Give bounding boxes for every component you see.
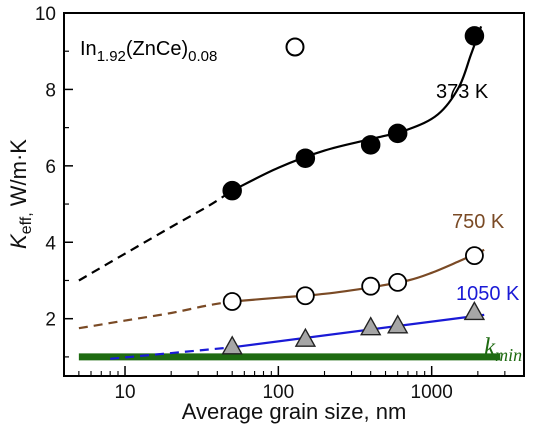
data-point xyxy=(222,180,242,201)
x-tick-label: 100 xyxy=(262,382,294,403)
data-point xyxy=(361,276,381,296)
data-markers xyxy=(221,26,486,355)
y-axis-title: Keff, W/m·K xyxy=(6,139,35,249)
fit-solid-0 xyxy=(231,26,483,192)
series-label-750k: 750 K xyxy=(452,211,505,233)
data-point xyxy=(463,300,486,321)
data-point xyxy=(360,316,382,336)
kmin-label: kmin xyxy=(484,334,522,365)
y-axis: 2 4 6 8 10 xyxy=(35,4,73,358)
plot-frame xyxy=(63,12,525,377)
fit-lines xyxy=(78,26,501,361)
x-axis-title: Average grain size, nm xyxy=(182,399,407,424)
x-axis: 10 100 1000 xyxy=(78,366,506,403)
data-point xyxy=(387,123,408,144)
y-tick-label: 10 xyxy=(35,4,56,25)
fit-solid-2 xyxy=(232,313,485,349)
data-point xyxy=(294,327,317,347)
fit-dashed-0 xyxy=(78,189,233,282)
series-label-1050k: 1050 K xyxy=(456,283,520,305)
y-tick-label: 8 xyxy=(45,80,56,101)
formula-label: In1.92(ZnCe)0.08 xyxy=(80,38,217,65)
data-point xyxy=(360,135,381,155)
formula-open-circle-icon xyxy=(285,37,305,57)
data-point xyxy=(465,246,484,266)
y-tick-label: 4 xyxy=(45,233,56,254)
fit-dashed-1 xyxy=(78,300,233,330)
data-point xyxy=(464,26,485,46)
data-point xyxy=(222,292,242,311)
series-label-373k: 373 K xyxy=(436,81,489,103)
data-point xyxy=(295,148,316,168)
y-tick-label: 6 xyxy=(45,157,56,178)
fit-dashed-2 xyxy=(110,346,233,360)
x-tick-label: 1000 xyxy=(411,382,453,403)
data-point xyxy=(221,335,243,355)
fit-solid-1 xyxy=(232,248,485,303)
x-tick-label: 10 xyxy=(114,382,135,403)
y-tick-label: 2 xyxy=(45,310,56,331)
data-point xyxy=(388,272,408,292)
data-point xyxy=(387,314,409,334)
data-point xyxy=(295,286,315,306)
